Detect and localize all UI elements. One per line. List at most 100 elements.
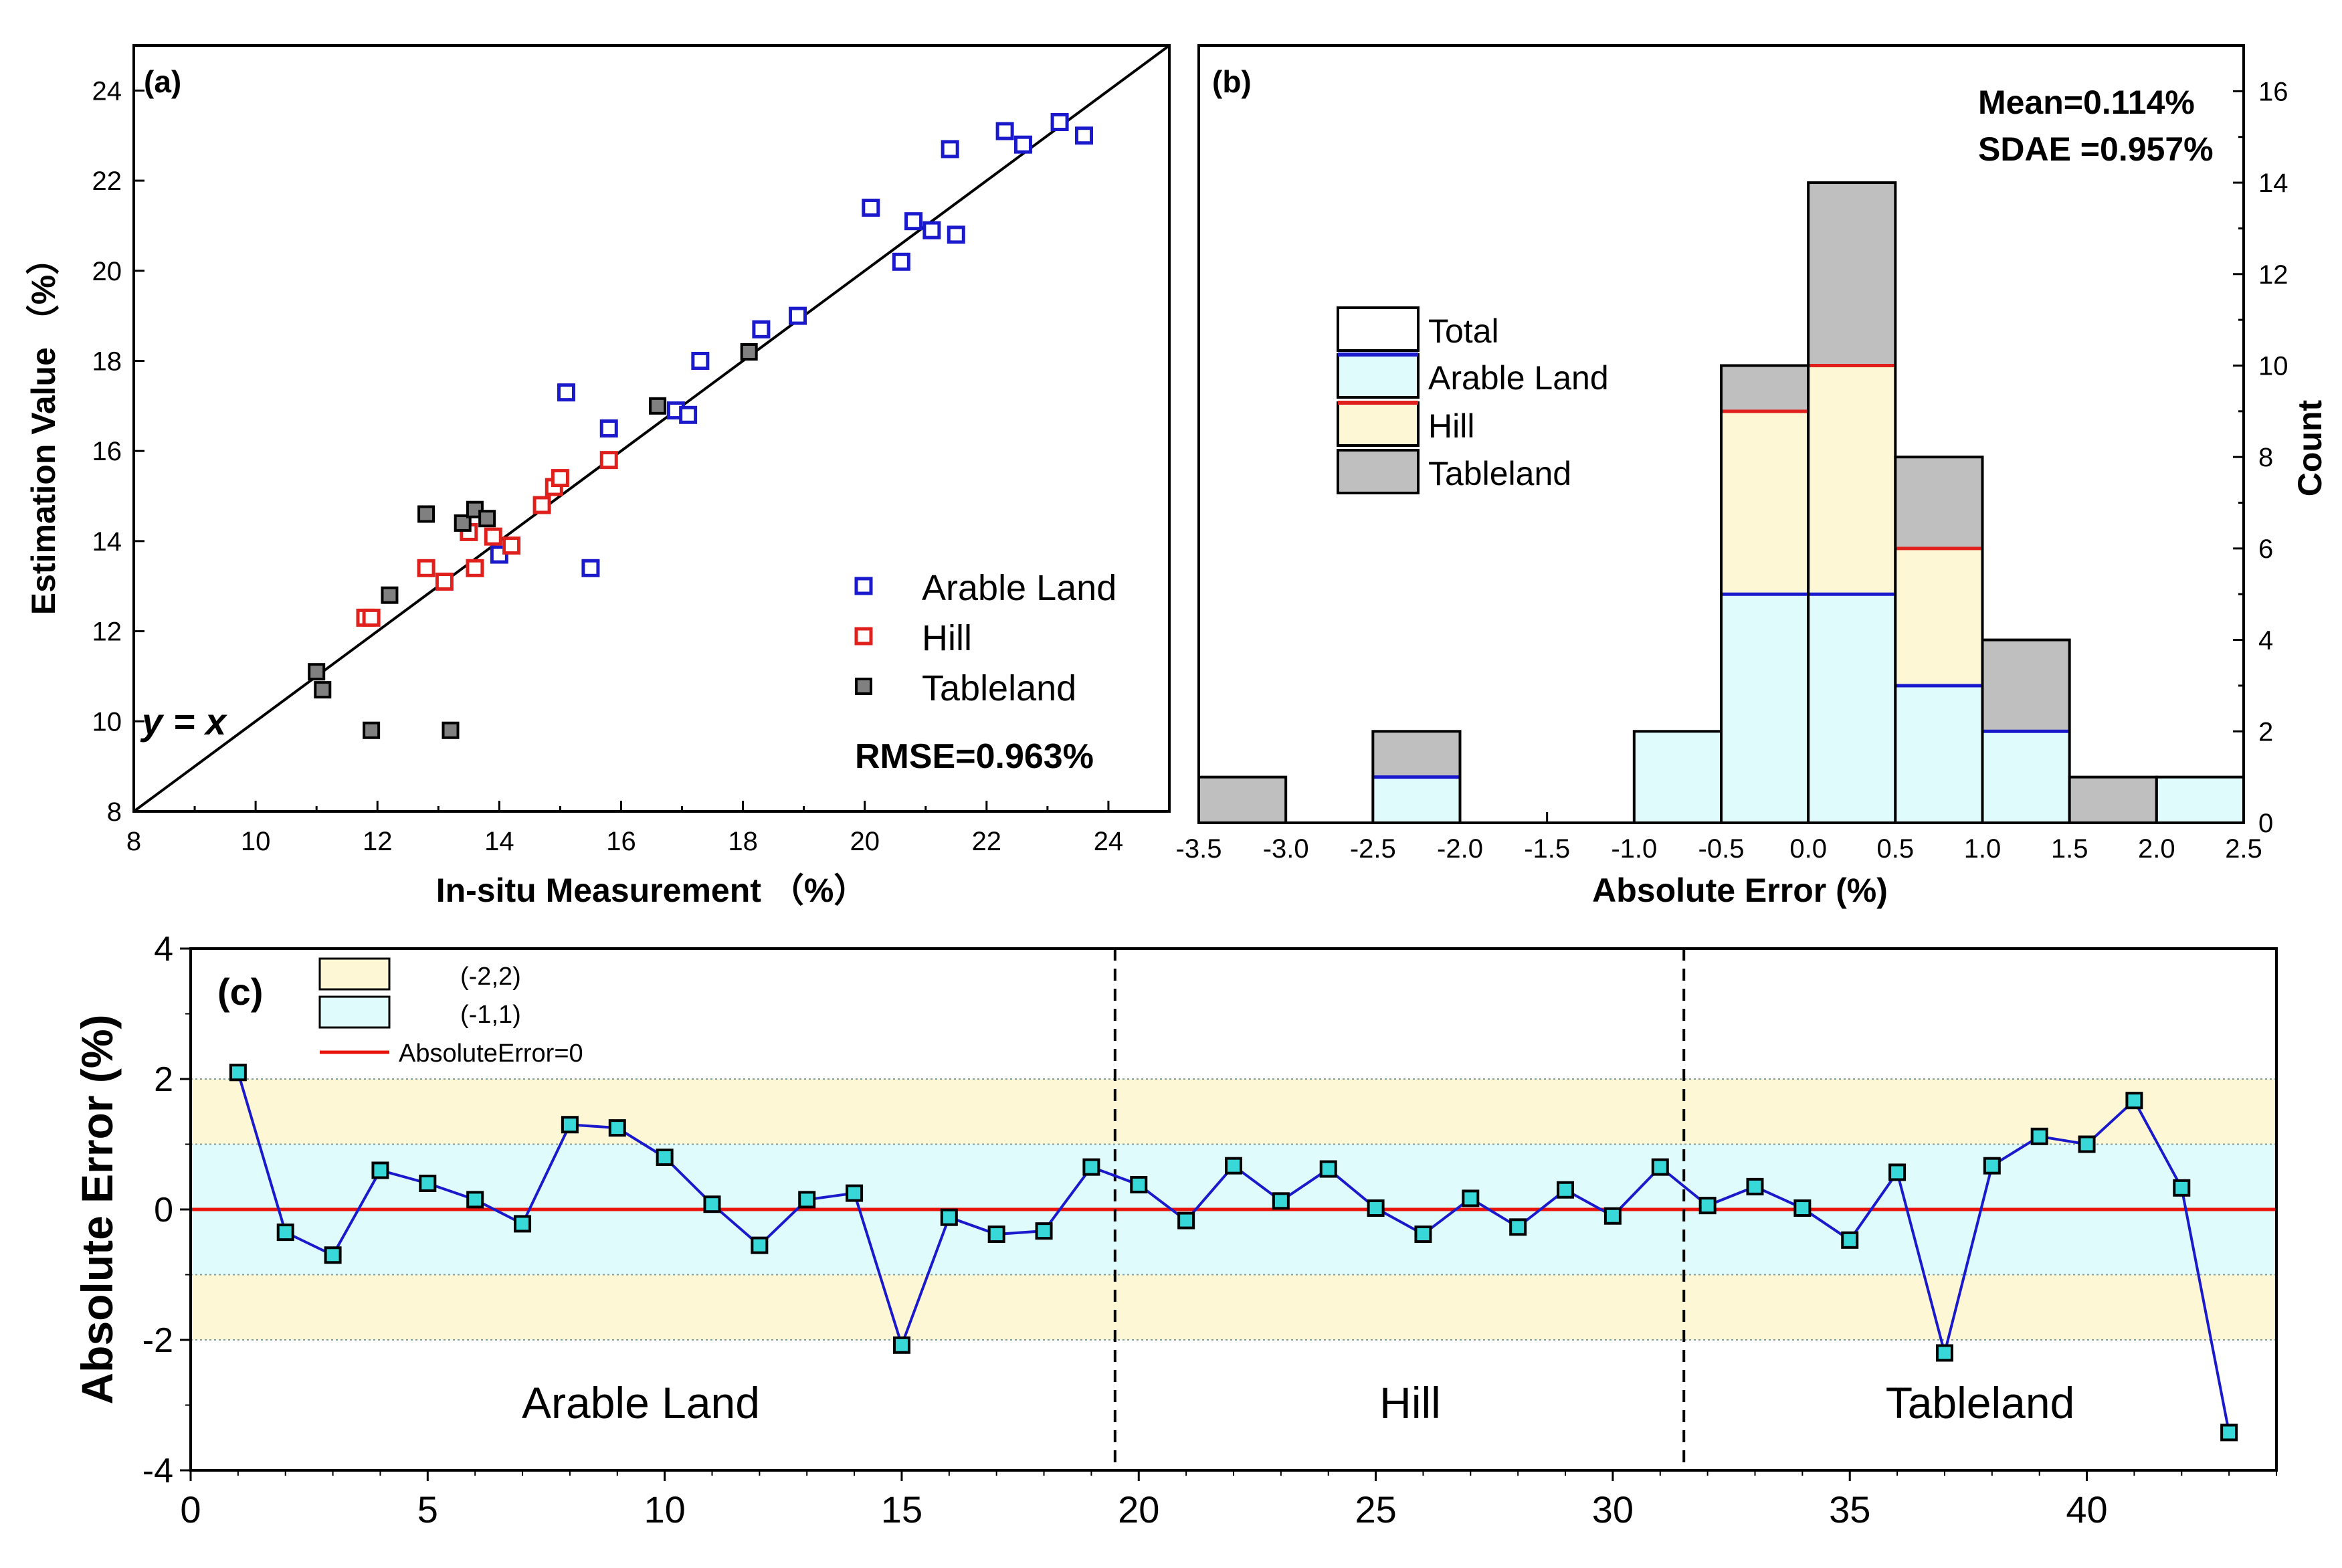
scatter-point-tableland (308, 663, 326, 681)
legend-label-tableland: Tableland (922, 668, 1076, 708)
y-tick-label: 10 (2258, 351, 2288, 381)
line-point (846, 1184, 864, 1202)
line-point (1698, 1197, 1717, 1215)
line-point (608, 1119, 626, 1137)
legend-swatch-arable-land (1337, 353, 1420, 399)
scatter-point-arable-land (1013, 135, 1032, 154)
bar-segment-arable-land (1721, 594, 1809, 823)
x-tick-label: -3.5 (1176, 834, 1222, 864)
legend-swatch-total (1337, 306, 1420, 352)
bar-segment-tableland (1895, 457, 1983, 549)
bar-segment-arable-land (1373, 777, 1460, 823)
scatter-point-arable-land (752, 320, 771, 338)
x-tick-label: 1.0 (1964, 834, 2002, 864)
scatter-point-arable-land (599, 419, 618, 437)
scatter-point-arable-land (679, 405, 698, 424)
panel-c-line-chart: 0 5 10 15 20 25 30 35 40 -4 -2 0 2 4 (c) (-2,2) (-1,1… (72, 930, 2278, 1531)
legend-swatch-band-2 (318, 957, 391, 991)
legend-marker-arable-land (854, 577, 873, 595)
panel-b-legend: Total Arable Land Hill Tableland (1337, 306, 1609, 494)
x-tick-label: 40 (2066, 1488, 2107, 1531)
scatter-point-tableland (417, 505, 435, 523)
x-tick-label: 30 (1592, 1488, 1634, 1531)
legend-swatch-hill (1337, 401, 1420, 447)
line-point (1557, 1181, 1575, 1199)
line-point (1367, 1199, 1385, 1217)
group-label-hill: Hill (1379, 1378, 1441, 1428)
line-point (987, 1226, 1005, 1244)
scatter-point-hill (466, 559, 484, 577)
bar-segment-tableland (1808, 183, 1896, 366)
panel-c-y-axis-label: Absolute Error (%) (72, 1014, 122, 1404)
group-label-arable-land: Arable Land (522, 1378, 760, 1428)
line-point (2030, 1127, 2048, 1145)
line-point (1319, 1160, 1337, 1178)
legend-marker-tableland (855, 678, 872, 695)
x-tick-label: 18 (728, 827, 758, 856)
x-tick-label: 24 (1094, 827, 1124, 856)
line-point (324, 1246, 342, 1264)
scatter-point-arable-land (941, 140, 959, 159)
y-tick-label: 0 (2258, 809, 2273, 838)
legend-swatch-tableland (1337, 449, 1420, 494)
x-tick-label: 20 (850, 827, 880, 856)
panel-a-scatter-chart: 8 10 12 14 16 18 20 22 24 8 10 12 14 16 18 20 22 24 (a) y… (25, 44, 1171, 909)
group-label-tableland: Tableland (1886, 1378, 2075, 1428)
y-tick-label: 8 (2258, 443, 2273, 472)
scatter-point-arable-land (904, 212, 923, 231)
scatter-point-hill (417, 559, 435, 577)
y-tick-label: -2 (142, 1321, 173, 1360)
line-point (1035, 1222, 1053, 1240)
y-tick-label: 0 (154, 1191, 173, 1230)
bar-segment-tableland (1373, 731, 1460, 777)
legend-label-band-1: (-1,1) (460, 1001, 521, 1029)
panel-a-label: (a) (144, 64, 181, 99)
panel-a-identity-label: y = x (140, 700, 228, 743)
bar-segment-hill (1895, 548, 1983, 686)
panel-b-sdae-label: SDAE =0.957% (1978, 130, 2214, 168)
panel-c-axis-ticks: 0 5 10 15 20 25 30 35 40 -4 -2 0 2 4 (142, 930, 2277, 1531)
bar-segment-arable-land (1982, 731, 2070, 823)
x-tick-label: 0.0 (1789, 834, 1827, 864)
scatter-point-hill (362, 608, 381, 627)
panel-b-label: (b) (1212, 64, 1252, 99)
scatter-point-arable-land (862, 198, 880, 217)
line-point (1509, 1218, 1527, 1236)
legend-label-band-2: (-2,2) (460, 963, 521, 991)
line-point (940, 1208, 958, 1226)
y-tick-label: 22 (92, 167, 122, 196)
scatter-point-arable-land (691, 351, 710, 370)
line-point (1983, 1157, 2001, 1175)
panel-a-rmse-label: RMSE=0.963% (855, 737, 1094, 776)
panel-b-y-axis-label: Count (2291, 399, 2329, 496)
scatter-point-hill (599, 451, 618, 470)
legend-label-tableland-b: Tableland (1428, 455, 1571, 492)
x-tick-label: 0.5 (1877, 834, 1915, 864)
x-tick-label: 1.5 (2051, 834, 2088, 864)
scatter-point-tableland (740, 343, 758, 361)
x-tick-label: -2.0 (1437, 834, 1483, 864)
line-point (1841, 1231, 1859, 1249)
bar-segment-hill (1808, 365, 1896, 595)
x-tick-label: 0 (180, 1488, 201, 1531)
line-point (798, 1191, 816, 1209)
panel-a-plot-frame (132, 44, 1171, 813)
scatter-point-tableland (381, 586, 399, 604)
scatter-point-tableland (454, 514, 472, 532)
line-point (2078, 1135, 2096, 1153)
scatter-point-hill (532, 496, 551, 514)
y-tick-label: 12 (92, 617, 122, 647)
line-point (276, 1223, 294, 1242)
line-point (1225, 1157, 1242, 1175)
scatter-point-arable-land (922, 221, 941, 239)
x-tick-label: -2.5 (1350, 834, 1396, 864)
panel-b-histogram: -3.5 -3.0 -2.5 -2.0 -1.5 -1.0 -0.5 0.0 0.5 1.0 1.5… (1176, 44, 2329, 909)
line-point (466, 1191, 484, 1209)
scatter-point-arable-land (789, 306, 807, 325)
legend-label-arable-land-b: Arable Land (1428, 359, 1609, 397)
line-point (1651, 1158, 1669, 1176)
x-tick-label: -1.0 (1611, 834, 1657, 864)
x-tick-label: 22 (972, 827, 1002, 856)
line-point (892, 1336, 910, 1354)
y-tick-label: 2 (154, 1060, 173, 1099)
